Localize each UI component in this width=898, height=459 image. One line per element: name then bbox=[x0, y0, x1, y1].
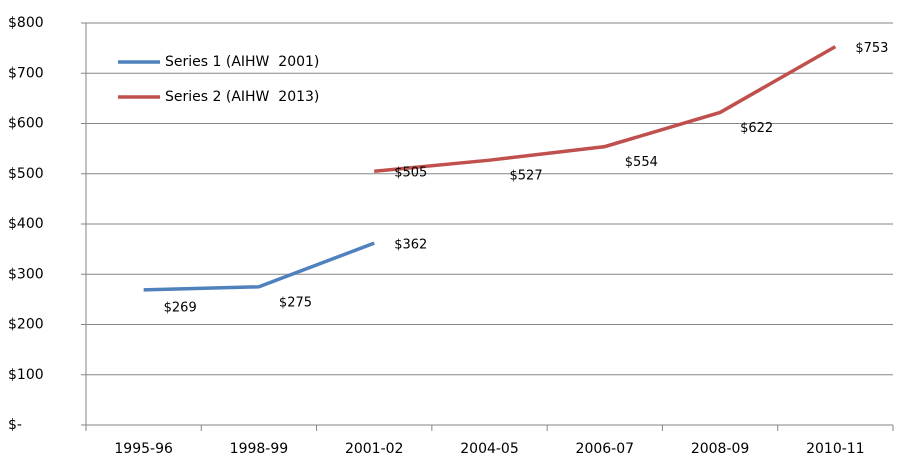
y-tick-label: $400 bbox=[8, 216, 44, 232]
x-tick-label: 2006-07 bbox=[576, 441, 635, 457]
y-tick-label: $200 bbox=[8, 317, 44, 333]
x-tick-label: 2004-05 bbox=[460, 441, 519, 457]
x-tick-label: 2001-02 bbox=[345, 441, 404, 457]
x-tick-label: 1995-96 bbox=[114, 441, 173, 457]
y-tick-label: $- bbox=[8, 417, 22, 433]
data-label: $753 bbox=[855, 41, 888, 56]
y-tick-label: $300 bbox=[8, 266, 44, 282]
data-label: $622 bbox=[740, 121, 773, 136]
x-tick-label: 1998-99 bbox=[230, 441, 289, 457]
data-label: $554 bbox=[625, 155, 658, 170]
data-label: $275 bbox=[279, 295, 312, 310]
y-tick-label: $500 bbox=[8, 166, 44, 182]
legend-label: Series 1 (AIHW 2001) bbox=[165, 54, 319, 70]
x-tick-label: 2010-11 bbox=[806, 441, 865, 457]
y-tick-label: $800 bbox=[8, 15, 44, 31]
y-tick-label: $100 bbox=[8, 367, 44, 383]
legend-label: Series 2 (AIHW 2013) bbox=[165, 89, 319, 105]
data-label: $505 bbox=[394, 166, 427, 181]
y-tick-label: $700 bbox=[8, 65, 44, 81]
data-label: $269 bbox=[164, 300, 197, 315]
y-tick-label: $600 bbox=[8, 116, 44, 132]
series-line bbox=[374, 45, 837, 173]
data-label: $527 bbox=[510, 169, 543, 184]
x-tick-label: 2008-09 bbox=[691, 441, 750, 457]
series-line bbox=[143, 241, 375, 292]
data-label: $362 bbox=[394, 238, 427, 253]
